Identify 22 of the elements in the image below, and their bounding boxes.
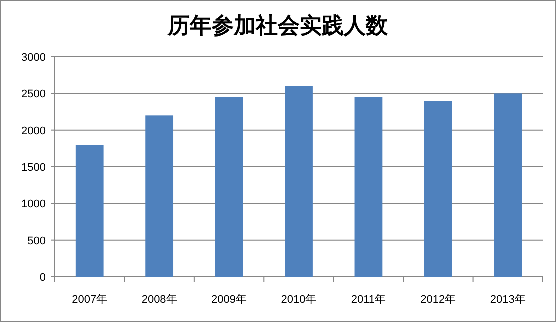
bar: [285, 86, 313, 277]
bar: [354, 97, 383, 277]
x-tick-label: 2008年: [142, 294, 178, 306]
y-tick-label: 0: [40, 272, 46, 284]
x-tick-label: 2011年: [351, 294, 386, 306]
bar: [424, 101, 452, 277]
x-tick-label: 2010年: [281, 294, 317, 306]
y-tick-label: 3000: [22, 52, 46, 64]
x-tick-label: 2012年: [420, 294, 456, 306]
x-tick-label: 2013年: [490, 294, 526, 306]
x-tick-label: 2007年: [72, 294, 108, 306]
x-tick-label: 2009年: [212, 294, 248, 306]
bar: [215, 97, 244, 277]
y-tick-label: 500: [28, 235, 46, 248]
bar: [494, 94, 522, 277]
y-tick-label: 2000: [22, 125, 46, 138]
y-tick-label: 1000: [22, 198, 46, 211]
y-tick-label: 2500: [22, 88, 46, 101]
bar: [146, 116, 174, 277]
y-tick-label: 1500: [22, 162, 46, 174]
chart-title: 历年参加社会实践人数: [167, 13, 389, 38]
bar: [76, 145, 104, 277]
